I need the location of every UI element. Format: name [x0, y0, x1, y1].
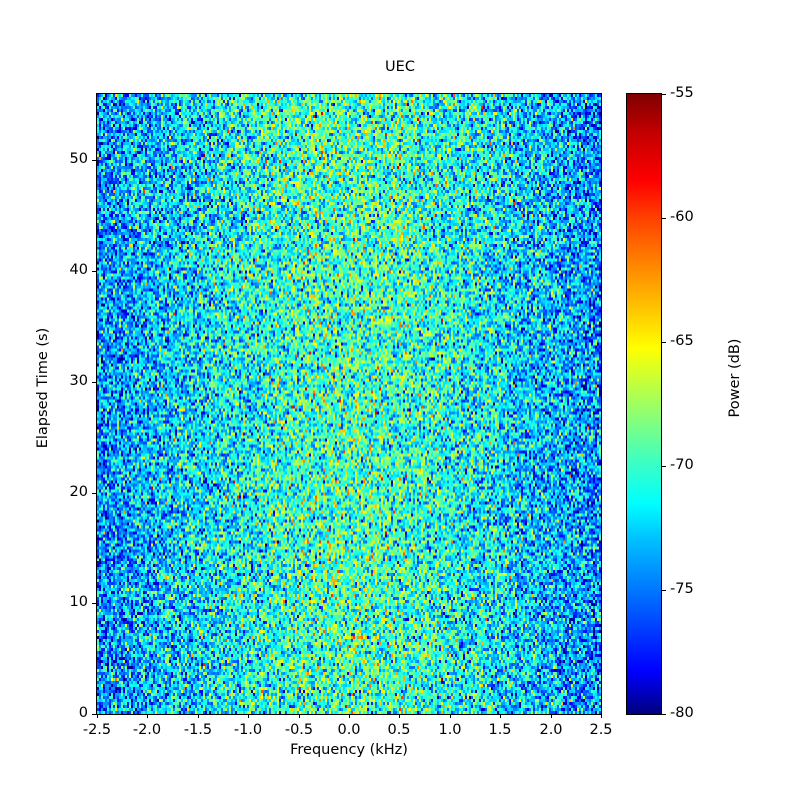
x-tick-label: -1.0: [233, 722, 263, 738]
y-tick-mark: [92, 603, 96, 604]
colorbar-gradient: [626, 93, 662, 715]
y-tick-label: 20: [69, 484, 88, 500]
x-tick-label: -2.0: [132, 722, 162, 738]
colorbar-tick-label: -80: [670, 705, 694, 721]
x-tick-mark: [551, 714, 552, 718]
x-tick-mark: [97, 714, 98, 718]
colorbar-tick-label: -75: [670, 581, 694, 597]
x-tick-mark: [349, 714, 350, 718]
colorbar-tick-mark: [662, 466, 666, 467]
y-tick-mark: [92, 271, 96, 272]
x-tick-label: 0.5: [387, 722, 411, 738]
colorbar-tick-mark: [662, 342, 666, 343]
x-tick-mark: [399, 714, 400, 718]
x-tick-label: 2.5: [589, 722, 613, 738]
spectrogram-plot: [96, 93, 602, 715]
y-tick-mark: [92, 382, 96, 383]
x-tick-label: -2.5: [82, 722, 112, 738]
colorbar-tick-label: -70: [670, 457, 694, 473]
y-tick-label: 10: [69, 594, 88, 610]
y-tick-mark: [92, 493, 96, 494]
colorbar-label: Power (dB): [727, 338, 743, 418]
y-tick-label: 30: [69, 373, 88, 389]
y-tick-label: 40: [69, 262, 88, 278]
spectrogram-image: [97, 94, 601, 714]
x-tick-label: 1.0: [438, 722, 462, 738]
x-tick-label: 1.5: [488, 722, 512, 738]
x-tick-label: -0.5: [284, 722, 314, 738]
x-tick-mark: [198, 714, 199, 718]
x-tick-label: 0.0: [337, 722, 361, 738]
x-tick-mark: [248, 714, 249, 718]
x-tick-mark: [299, 714, 300, 718]
x-tick-mark: [601, 714, 602, 718]
colorbar-tick-mark: [662, 218, 666, 219]
colorbar-tick-label: -55: [670, 85, 694, 101]
colorbar-tick-label: -65: [670, 333, 694, 349]
y-tick-label: 50: [69, 151, 88, 167]
x-axis-label: Frequency (kHz): [290, 742, 408, 758]
x-tick-label: 2.0: [539, 722, 563, 738]
x-tick-mark: [450, 714, 451, 718]
colorbar-tick-mark: [662, 94, 666, 95]
x-tick-mark: [147, 714, 148, 718]
y-tick-label: 0: [78, 705, 88, 721]
colorbar: -55 -60 -65 -70 -75 -80: [626, 85, 694, 721]
x-tick-mark: [500, 714, 501, 718]
x-tick-label: -1.5: [183, 722, 213, 738]
colorbar-tick-label: -60: [670, 209, 694, 225]
title-line-station: UEC: [385, 59, 415, 75]
y-tick-mark: [92, 714, 96, 715]
y-tick-mark: [92, 160, 96, 161]
colorbar-tick-mark: [662, 590, 666, 591]
y-axis-label: Elapsed Time (s): [35, 327, 51, 449]
colorbar-tick-mark: [662, 714, 666, 715]
